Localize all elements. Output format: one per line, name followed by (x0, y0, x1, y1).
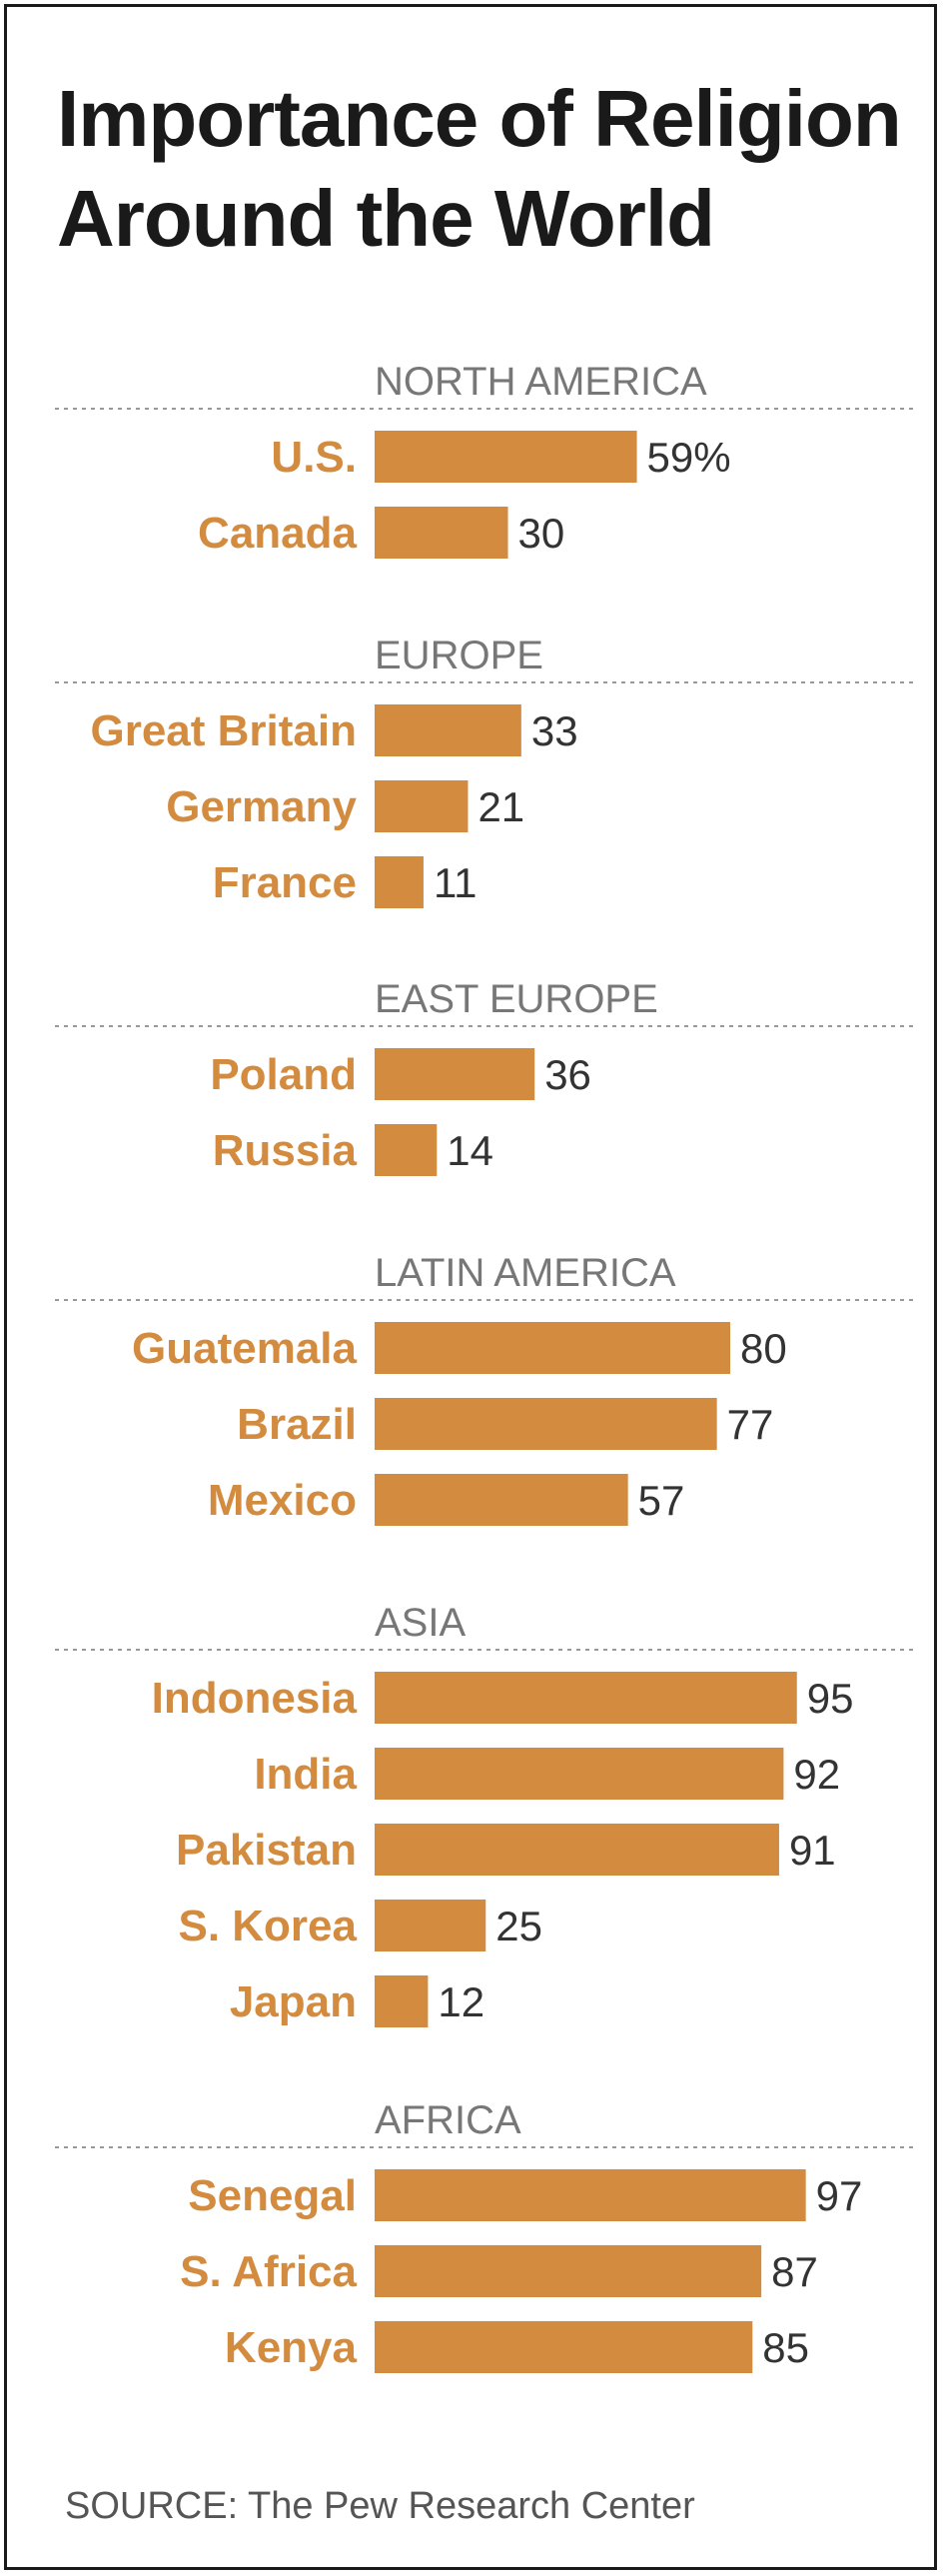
bar-chart: NORTH AMERICA U.S. 59% Canada 30 EUROPE Great … (55, 360, 914, 2373)
category-label-s-korea: S. Korea (178, 1902, 357, 1950)
category-label-indonesia: Indonesia (152, 1674, 358, 1723)
value-label-s-korea: 25 (495, 1903, 542, 1949)
category-label-u-s-: U.S. (271, 433, 357, 482)
category-label-guatemala: Guatemala (132, 1324, 358, 1373)
category-label-canada: Canada (198, 509, 357, 558)
bar-germany (375, 780, 469, 832)
region-heading-asia: ASIA (375, 1601, 466, 1645)
region-heading-north-america: NORTH AMERICA (375, 360, 707, 404)
bar-russia (375, 1124, 438, 1176)
region-heading-latin-america: LATIN AMERICA (375, 1251, 676, 1295)
bar-india (375, 1748, 784, 1800)
category-label-russia: Russia (213, 1126, 358, 1175)
bar-u-s- (375, 431, 637, 483)
chart-title-line-2: Around the World (57, 174, 715, 263)
bar-s-africa (375, 2245, 762, 2297)
value-label-russia: 14 (447, 1127, 493, 1174)
value-label-s-africa: 87 (771, 2248, 818, 2295)
category-label-japan: Japan (230, 1977, 357, 2026)
category-label-france: France (213, 858, 357, 907)
value-label-germany: 21 (477, 783, 524, 830)
bar-s-korea (375, 1900, 486, 1951)
bar-guatemala (375, 1322, 730, 1374)
category-label-mexico: Mexico (208, 1476, 357, 1525)
graphic-frame: Importance of Religion Around the World … (4, 4, 937, 2570)
value-label-indonesia: 95 (807, 1675, 854, 1722)
value-label-canada: 30 (518, 510, 565, 557)
bar-poland (375, 1048, 535, 1100)
value-label-mexico: 57 (638, 1477, 685, 1524)
category-label-pakistan: Pakistan (176, 1826, 357, 1875)
chart-title-line-1: Importance of Religion (57, 74, 902, 163)
value-label-pakistan: 91 (789, 1827, 836, 1874)
bar-senegal (375, 2169, 806, 2221)
category-label-poland: Poland (210, 1050, 357, 1099)
value-label-guatemala: 80 (740, 1325, 787, 1372)
bar-japan (375, 1975, 429, 2027)
value-label-poland: 36 (544, 1051, 591, 1098)
bar-great-britain (375, 704, 521, 756)
value-label-u-s-: 59% (647, 434, 731, 481)
category-label-germany: Germany (166, 782, 357, 831)
region-heading-europe: EUROPE (375, 634, 543, 677)
bar-brazil (375, 1398, 717, 1450)
category-label-senegal: Senegal (188, 2171, 357, 2220)
value-label-kenya: 85 (762, 2324, 809, 2371)
bar-indonesia (375, 1672, 797, 1724)
bar-mexico (375, 1474, 628, 1526)
category-label-kenya: Kenya (225, 2323, 358, 2372)
category-label-brazil: Brazil (237, 1400, 357, 1449)
bar-kenya (375, 2321, 753, 2373)
category-label-great-britain: Great Britain (90, 706, 357, 755)
region-heading-africa: AFRICA (375, 2098, 521, 2142)
category-label-india: India (254, 1750, 357, 1799)
value-label-japan: 12 (438, 1978, 484, 2025)
category-label-s-africa: S. Africa (180, 2247, 357, 2296)
bar-france (375, 856, 424, 908)
region-heading-east-europe: EAST EUROPE (375, 977, 658, 1021)
value-label-india: 92 (793, 1751, 840, 1798)
value-label-brazil: 77 (727, 1401, 774, 1448)
bar-canada (375, 507, 508, 559)
value-label-great-britain: 33 (531, 707, 578, 754)
bar-pakistan (375, 1824, 779, 1876)
source-note: SOURCE: The Pew Research Center (65, 2485, 695, 2527)
value-label-senegal: 97 (816, 2172, 863, 2219)
chart-title: Importance of Religion Around the World (57, 69, 916, 269)
value-label-france: 11 (434, 859, 477, 906)
